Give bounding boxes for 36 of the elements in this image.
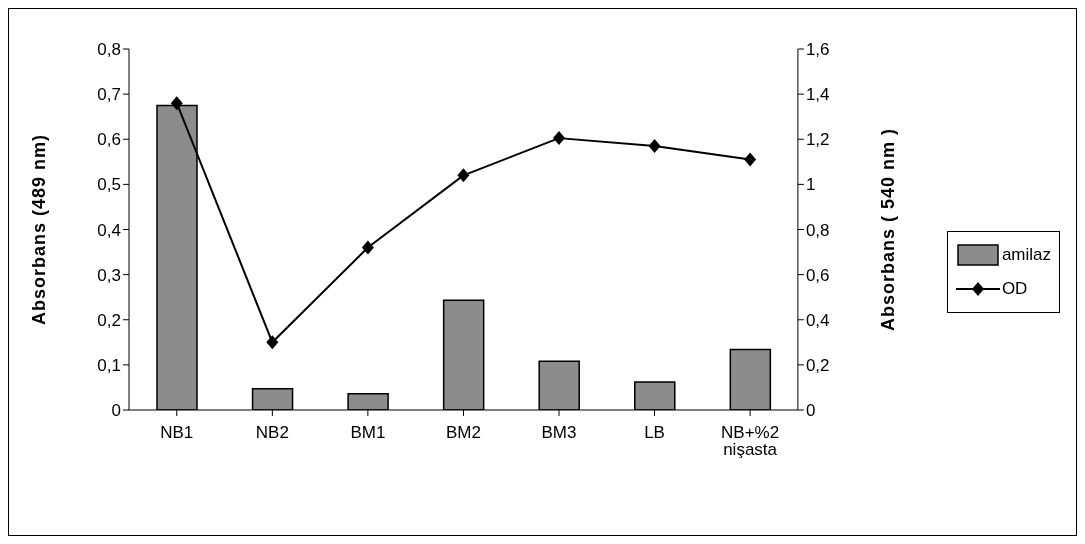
y2-tick-label: 0 (805, 401, 816, 421)
point (648, 139, 661, 154)
point (744, 152, 757, 167)
y-tick-label: 0,2 (97, 310, 121, 330)
y-tick-label: 0,8 (97, 40, 121, 60)
y-tick-label: 0 (111, 401, 121, 421)
y2-tick-label: 1,4 (805, 85, 830, 105)
y-axis-title: Absorbans (489 nm) (29, 133, 50, 326)
x-tick-label: BM2 (445, 423, 481, 443)
legend-label: amilaz (1001, 245, 1051, 265)
y-tick-label: 0,6 (97, 130, 121, 150)
x-tick-label: LB (644, 423, 665, 443)
y2-tick-label: 0,4 (805, 310, 830, 330)
y2-tick-label: 0,2 (805, 355, 830, 375)
y-tick-label: 0,7 (97, 85, 121, 105)
point (457, 168, 470, 183)
x-tick-label: BM1 (350, 423, 386, 443)
y2-tick-label: 1,2 (805, 130, 830, 150)
point (552, 131, 565, 146)
y2-tick-label: 1,6 (805, 40, 830, 60)
x-tick-label: NB1 (160, 423, 194, 443)
x-tick-label: NB2 (255, 423, 289, 443)
point (170, 96, 183, 111)
point (266, 335, 279, 350)
y-tick-label: 0,3 (97, 265, 121, 285)
y2-tick-label: 0,8 (805, 220, 830, 240)
y2-tick-label: 1 (805, 175, 816, 195)
x-tick-label: BM3 (541, 423, 577, 443)
y2-axis-title: Absorbans ( 540 nm ) (878, 127, 899, 332)
point (361, 240, 374, 255)
y-tick-label: 0,4 (97, 220, 121, 240)
y-tick-label: 0,1 (97, 355, 121, 375)
y2-tick-label: 0,6 (805, 265, 830, 285)
x-tick-label: NB+%2 nişasta (721, 423, 780, 460)
legend-label: OD (1001, 279, 1028, 299)
y-tick-label: 0,5 (97, 175, 121, 195)
